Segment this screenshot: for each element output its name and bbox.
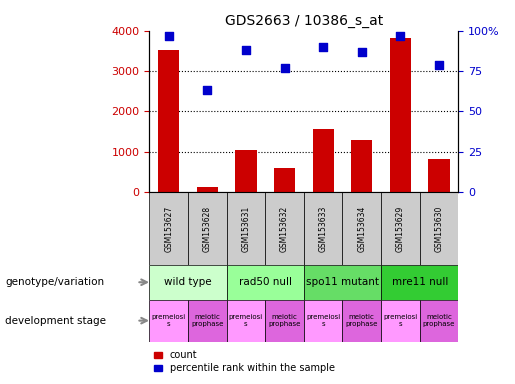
Text: mre11 null: mre11 null xyxy=(391,277,448,287)
Title: GDS2663 / 10386_s_at: GDS2663 / 10386_s_at xyxy=(225,14,383,28)
Bar xyxy=(158,50,179,192)
Bar xyxy=(149,300,188,342)
Bar xyxy=(304,300,342,342)
Bar xyxy=(188,192,227,265)
Bar xyxy=(420,192,458,265)
Bar xyxy=(235,151,256,192)
Text: genotype/variation: genotype/variation xyxy=(5,277,104,287)
Legend: count, percentile rank within the sample: count, percentile rank within the sample xyxy=(154,351,335,373)
Text: spo11 mutant: spo11 mutant xyxy=(306,277,379,287)
Bar xyxy=(227,265,304,300)
Text: development stage: development stage xyxy=(5,316,106,326)
Text: GSM153627: GSM153627 xyxy=(164,205,173,252)
Text: premeiosi
s: premeiosi s xyxy=(229,314,263,327)
Text: GSM153631: GSM153631 xyxy=(242,205,250,252)
Text: meiotic
prophase: meiotic prophase xyxy=(346,314,378,327)
Text: premeiosi
s: premeiosi s xyxy=(306,314,340,327)
Text: meiotic
prophase: meiotic prophase xyxy=(191,314,224,327)
Point xyxy=(435,61,443,68)
Text: meiotic
prophase: meiotic prophase xyxy=(423,314,455,327)
Point xyxy=(357,49,366,55)
Bar xyxy=(304,192,342,265)
Bar xyxy=(197,187,218,192)
Bar xyxy=(428,159,450,192)
Text: rad50 null: rad50 null xyxy=(239,277,291,287)
Bar xyxy=(381,300,420,342)
Point xyxy=(280,65,288,71)
Text: GSM153629: GSM153629 xyxy=(396,205,405,252)
Bar xyxy=(227,300,265,342)
Point xyxy=(164,33,173,39)
Bar xyxy=(342,192,381,265)
Bar xyxy=(381,192,420,265)
Bar xyxy=(313,129,334,192)
Text: GSM153628: GSM153628 xyxy=(203,205,212,252)
Bar xyxy=(274,168,295,192)
Bar xyxy=(381,265,458,300)
Bar xyxy=(265,300,304,342)
Point xyxy=(203,87,212,93)
Text: GSM153634: GSM153634 xyxy=(357,205,366,252)
Text: premeiosi
s: premeiosi s xyxy=(151,314,186,327)
Bar xyxy=(149,192,188,265)
Text: wild type: wild type xyxy=(164,277,212,287)
Text: GSM153630: GSM153630 xyxy=(435,205,443,252)
Bar xyxy=(265,192,304,265)
Bar xyxy=(390,38,411,192)
Bar xyxy=(188,300,227,342)
Point xyxy=(242,47,250,53)
Bar xyxy=(351,141,372,192)
Bar xyxy=(420,300,458,342)
Text: GSM153633: GSM153633 xyxy=(319,205,328,252)
Bar xyxy=(342,300,381,342)
Text: meiotic
prophase: meiotic prophase xyxy=(268,314,301,327)
Point xyxy=(397,33,405,39)
Text: GSM153632: GSM153632 xyxy=(280,205,289,252)
Bar xyxy=(149,265,227,300)
Bar xyxy=(304,265,381,300)
Point xyxy=(319,44,328,50)
Bar xyxy=(227,192,265,265)
Text: premeiosi
s: premeiosi s xyxy=(383,314,418,327)
